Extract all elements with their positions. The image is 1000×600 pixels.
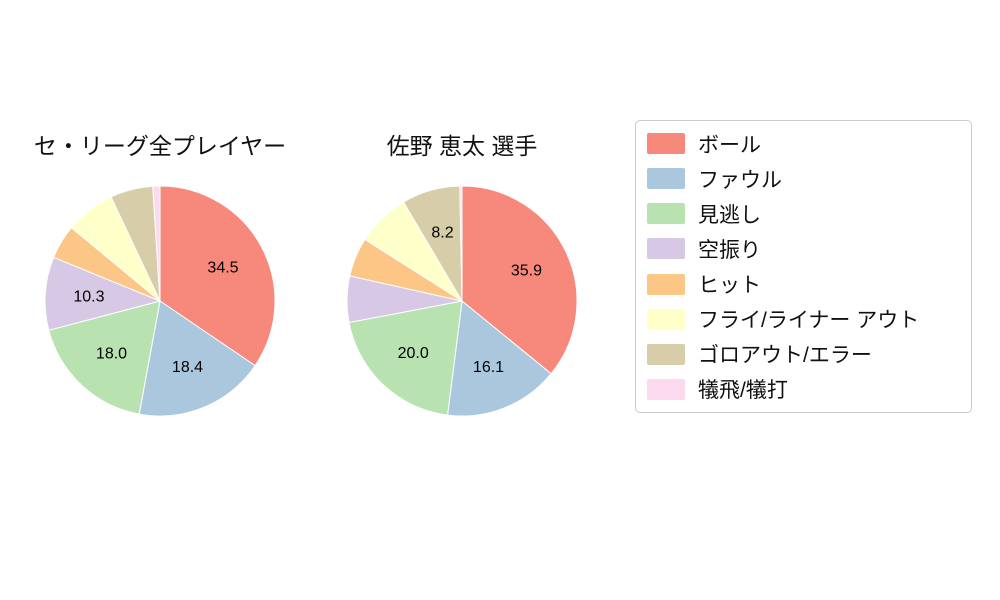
legend-label-foul: ファウル xyxy=(698,168,782,192)
slice-value-label-foul: 18.4 xyxy=(172,359,203,376)
legend-swatch-sac-fly-bunt xyxy=(647,378,685,400)
legend-swatch-swinging-strike xyxy=(647,238,685,260)
legend-label-sac-fly-bunt: 犠飛/犠打 xyxy=(698,379,788,403)
pie-slice-ball xyxy=(159,185,276,367)
pie-slice-swinging-strike xyxy=(44,256,162,331)
legend-item-hit: ヒット xyxy=(636,267,971,301)
legend-swatch-ball xyxy=(647,133,685,155)
legend-label-swinging-strike: 空振り xyxy=(698,238,761,262)
legend-label-hit: ヒット xyxy=(698,274,761,298)
slice-value-label-swinging-strike: 10.3 xyxy=(73,288,104,305)
pie-chart-league: 34.5 18.4 18.0 10.3 xyxy=(44,185,276,417)
slice-value-label-foul: 16.1 xyxy=(473,359,504,376)
legend-item-foul: ファウル xyxy=(636,162,971,196)
legend-item-swinging-strike: 空振り xyxy=(636,232,971,266)
legend-swatch-foul xyxy=(647,168,685,190)
legend-item-fly-liner-out: フライ/ライナー アウト xyxy=(636,302,971,336)
pie-slice-sac-fly-bunt xyxy=(459,185,463,302)
legend-item-ball: ボール xyxy=(636,127,971,161)
legend-swatch-hit xyxy=(647,273,685,295)
legend-swatch-fly-liner-out xyxy=(647,308,685,330)
legend-label-groundout-error: ゴロアウト/エラー xyxy=(698,344,872,368)
slice-value-label-ball: 35.9 xyxy=(511,262,542,279)
legend-swatch-groundout-error xyxy=(647,343,685,365)
legend-item-called-strike: 見逃し xyxy=(636,197,971,231)
pie-slice-called-strike xyxy=(48,300,161,415)
slice-value-label-called-strike: 18.0 xyxy=(96,345,127,362)
legend-label-called-strike: 見逃し xyxy=(698,203,761,227)
legend-item-sac-fly-bunt: 犠飛/犠打 xyxy=(636,372,971,406)
pie-slice-foul xyxy=(447,300,552,417)
slice-value-label-called-strike: 20.0 xyxy=(398,345,429,362)
pie-slice-called-strike xyxy=(348,300,463,416)
slice-value-label-ball: 34.5 xyxy=(207,260,238,277)
pie-slice-ball xyxy=(461,185,578,375)
legend-label-ball: ボール xyxy=(698,133,761,157)
pie-slice-foul xyxy=(138,300,256,417)
chart-title-league: セ・リーグ全プレイヤー xyxy=(33,133,287,159)
legend-item-groundout-error: ゴロアウト/エラー xyxy=(636,337,971,371)
chart-title-player: 佐野 恵太 選手 xyxy=(386,133,538,159)
pie-slice-sac-fly-bunt xyxy=(152,185,161,302)
legend-swatch-called-strike xyxy=(647,203,685,225)
slice-value-label-groundout-error: 8.2 xyxy=(431,224,453,241)
legend-label-fly-liner-out: フライ/ライナー アウト xyxy=(698,309,920,333)
pie-chart-player: 35.9 16.1 20.0 8.2 xyxy=(346,185,578,417)
legend: ボールファウル見逃し空振りヒットフライ/ライナー アウト ゴロアウト/エラー 犠飛/… xyxy=(635,120,972,413)
